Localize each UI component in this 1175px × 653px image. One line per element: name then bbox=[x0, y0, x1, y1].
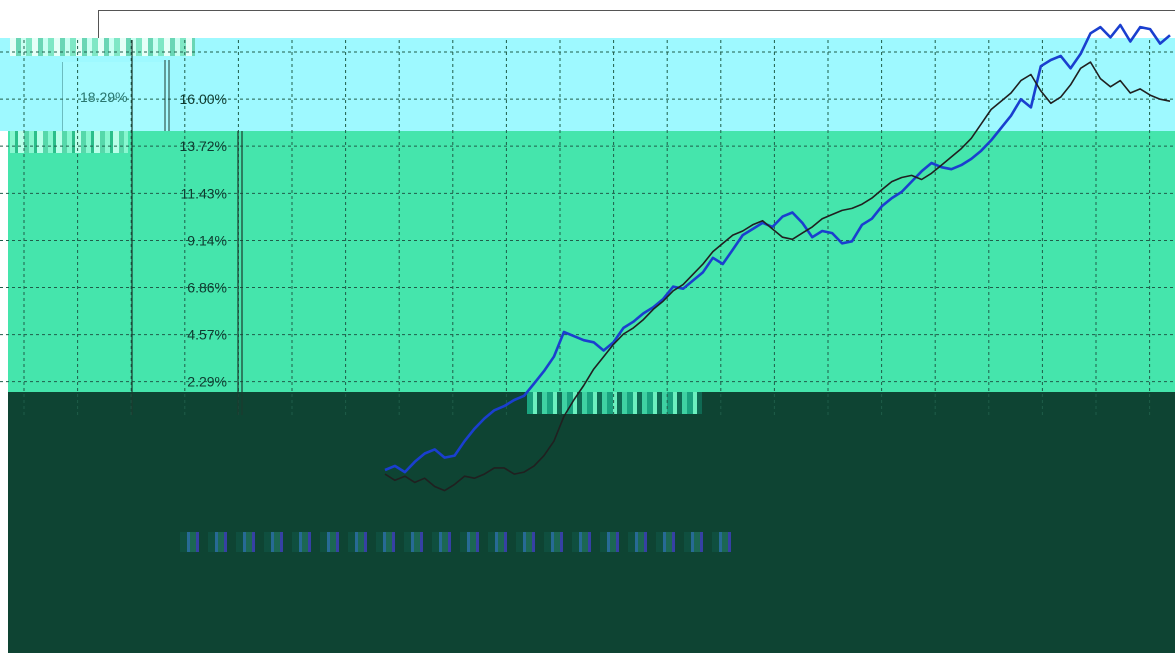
series-line-blue bbox=[384, 23, 1171, 474]
glitch-block-4 bbox=[180, 532, 740, 552]
glitch-block-3 bbox=[527, 392, 702, 414]
y-axis: 16.00% 13.72% 11.43% 9.14% 6.86% 4.57% 2.29% bbox=[180, 91, 227, 389]
glitch-block-2 bbox=[10, 131, 128, 153]
series-line-black bbox=[384, 61, 1171, 492]
chart-grid bbox=[0, 40, 1175, 415]
cyan-band bbox=[0, 38, 1175, 131]
inset-percent-label: 18.29% bbox=[80, 89, 128, 105]
y-tick-label: 4.57% bbox=[187, 327, 227, 343]
y-tick-label: 9.14% bbox=[187, 233, 227, 249]
green-band bbox=[8, 131, 1175, 415]
top-band bbox=[0, 0, 1175, 40]
y-tick-label: 2.29% bbox=[187, 374, 227, 390]
y-tick-label: 11.43% bbox=[181, 185, 227, 201]
y-tick-label: 16.00% bbox=[180, 91, 227, 107]
dark-band bbox=[8, 392, 1175, 653]
y-tick-label: 6.86% bbox=[187, 279, 227, 295]
inset-panel bbox=[62, 62, 169, 131]
top-grid-strip bbox=[98, 10, 1175, 41]
y-tick-label: 13.72% bbox=[180, 138, 227, 154]
series-layer bbox=[384, 23, 1171, 492]
